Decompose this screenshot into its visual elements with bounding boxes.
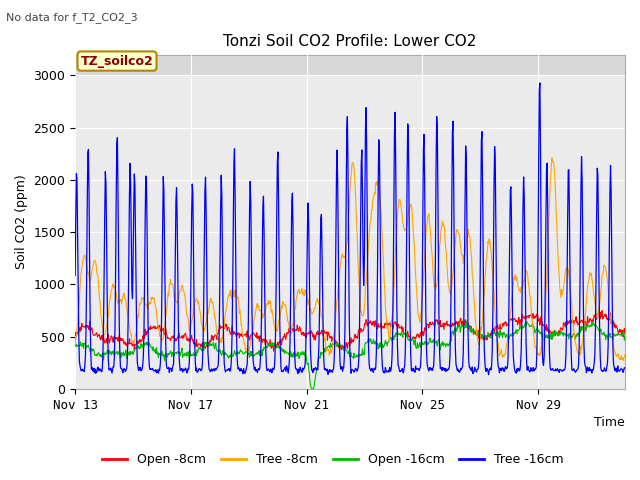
Text: Time: Time (595, 416, 625, 429)
Legend: Open -8cm, Tree -8cm, Open -16cm, Tree -16cm: Open -8cm, Tree -8cm, Open -16cm, Tree -… (97, 448, 569, 471)
Text: No data for f_T2_CO2_3: No data for f_T2_CO2_3 (6, 12, 138, 23)
Title: Tonzi Soil CO2 Profile: Lower CO2: Tonzi Soil CO2 Profile: Lower CO2 (223, 34, 477, 49)
Text: TZ_soilco2: TZ_soilco2 (81, 55, 154, 68)
Bar (75, 55, 625, 75)
Y-axis label: Soil CO2 (ppm): Soil CO2 (ppm) (15, 174, 28, 269)
